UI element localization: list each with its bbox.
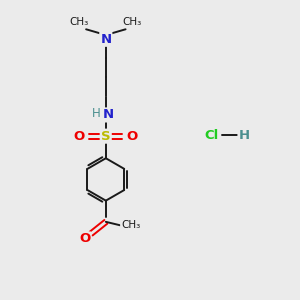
Text: O: O	[74, 130, 85, 143]
Text: CH₃: CH₃	[121, 220, 140, 230]
Text: O: O	[79, 232, 90, 245]
Text: H: H	[92, 107, 101, 120]
Text: Cl: Cl	[205, 129, 219, 142]
Text: N: N	[100, 33, 111, 46]
Text: CH₃: CH₃	[123, 17, 142, 27]
Text: O: O	[127, 130, 138, 143]
Text: S: S	[101, 130, 111, 143]
Text: H: H	[239, 129, 250, 142]
Text: CH₃: CH₃	[70, 17, 89, 27]
Text: N: N	[103, 109, 114, 122]
